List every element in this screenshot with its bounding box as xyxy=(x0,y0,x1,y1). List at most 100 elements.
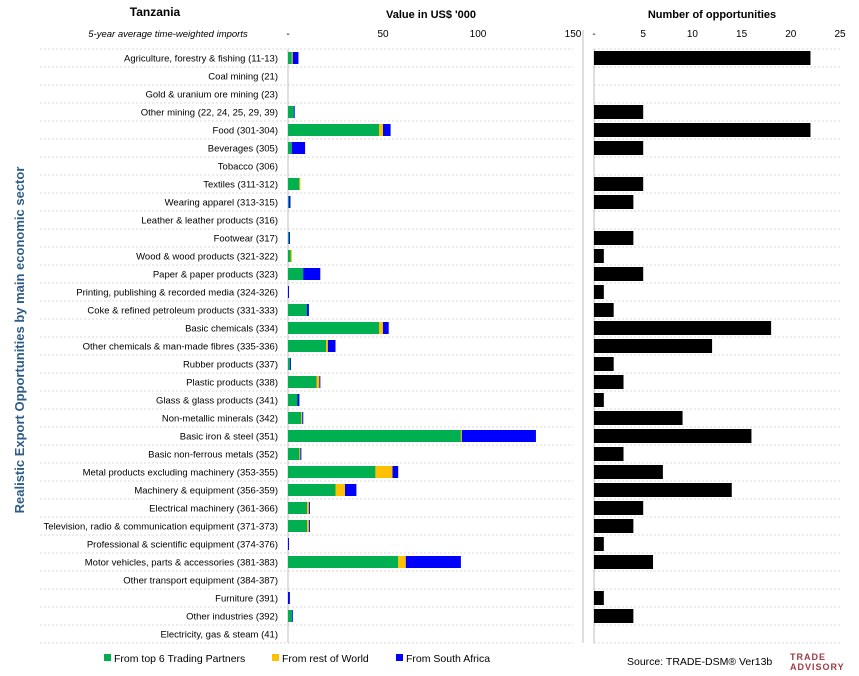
bar-opportunity-count xyxy=(594,609,634,623)
bar-opportunity-count xyxy=(594,357,614,371)
bar-south-africa xyxy=(383,124,391,136)
bar-top6-partners xyxy=(288,142,292,154)
value-axis-ticks: - 50 100 150 xyxy=(286,29,581,40)
bar-south-africa xyxy=(300,448,302,460)
bar-rest-of-world xyxy=(379,322,383,334)
bar-opportunity-count xyxy=(594,429,752,443)
bar-south-africa xyxy=(308,502,310,514)
category-label: Agriculture, forestry & fishing (11-13) xyxy=(124,54,278,65)
bar-opportunity-count xyxy=(594,393,604,407)
category-label: Tobacco (306) xyxy=(218,162,278,173)
bar-opportunity-count xyxy=(594,267,644,281)
bar-opportunity-count xyxy=(594,483,732,497)
category-label: Basic iron & steel (351) xyxy=(180,432,278,443)
bar-rest-of-world xyxy=(460,430,462,442)
bar-top6-partners xyxy=(288,340,326,352)
legend-label-row: From rest of World xyxy=(282,653,369,665)
bar-opportunity-count xyxy=(594,231,634,245)
category-label: Food (301-304) xyxy=(213,126,278,137)
bar-south-africa xyxy=(308,520,310,532)
value-tick-label: 150 xyxy=(565,29,582,40)
trade-advisory-logo: TRADE ADVISORY xyxy=(790,652,845,672)
bar-top6-partners xyxy=(288,448,300,460)
bar-south-africa xyxy=(319,376,321,388)
category-label: Other chemicals & man-made fibres (335-3… xyxy=(83,342,278,353)
category-label: Other transport equipment (384-387) xyxy=(123,576,278,587)
bar-opportunity-count xyxy=(594,141,644,155)
category-label: Wearing apparel (313-315) xyxy=(165,198,278,209)
bar-opportunity-count xyxy=(594,321,772,335)
bar-south-africa xyxy=(461,430,536,442)
category-label: Wood & wood products (321-322) xyxy=(136,252,278,263)
value-tick-label: 50 xyxy=(377,29,389,40)
bar-opportunity-count xyxy=(594,195,634,209)
bar-opportunity-count xyxy=(594,177,644,191)
bar-south-africa xyxy=(288,592,290,604)
category-label: Television, radio & communication equipm… xyxy=(44,522,278,533)
bar-opportunity-count xyxy=(594,465,663,479)
category-label: Beverages (305) xyxy=(208,144,278,155)
bar-south-africa xyxy=(302,412,304,424)
count-chart-title: Number of opportunities xyxy=(648,9,776,21)
legend-swatch-sa xyxy=(396,654,403,661)
bar-south-africa xyxy=(405,556,461,568)
legend: From top 6 Trading Partners From rest of… xyxy=(104,653,490,665)
bar-south-africa xyxy=(303,268,321,280)
logo-line2: ADVISORY xyxy=(790,662,845,672)
category-labels: Agriculture, forestry & fishing (11-13) C… xyxy=(44,54,278,641)
category-label: Printing, publishing & recorded media (3… xyxy=(76,288,278,299)
bar-opportunity-count xyxy=(594,303,614,317)
bar-rest-of-world xyxy=(379,124,383,136)
category-label: Furniture (391) xyxy=(215,594,278,605)
category-label: Basic non-ferrous metals (352) xyxy=(148,450,278,461)
bar-top6-partners xyxy=(288,322,380,334)
bar-opportunity-count xyxy=(594,501,644,515)
bar-top6-partners xyxy=(288,196,289,208)
bar-top6-partners xyxy=(288,484,336,496)
bar-south-africa xyxy=(307,304,309,316)
count-tick-label: - xyxy=(592,29,595,40)
bar-south-africa xyxy=(297,394,300,406)
category-label: Non-metallic minerals (342) xyxy=(162,414,278,425)
bar-top6-partners xyxy=(288,556,399,568)
count-tick-label: 15 xyxy=(736,29,748,40)
bar-top6-partners xyxy=(288,610,292,622)
bar-south-africa xyxy=(288,196,291,208)
bar-opportunity-count xyxy=(594,537,604,551)
bar-opportunity-count xyxy=(594,123,811,137)
category-label: Electricity, gas & steam (41) xyxy=(160,630,278,641)
category-label: Plastic products (338) xyxy=(186,378,278,389)
category-label: Glass & glass products (341) xyxy=(156,396,278,407)
bar-south-africa xyxy=(288,538,289,550)
bar-opportunity-count xyxy=(594,411,683,425)
bar-south-africa xyxy=(291,142,306,154)
category-label: Coke & refined petroleum products (331-3… xyxy=(87,306,278,317)
bar-opportunity-count xyxy=(594,555,654,569)
bar-rest-of-world xyxy=(398,556,406,568)
legend-swatch-row xyxy=(272,654,279,661)
bar-south-africa xyxy=(383,322,389,334)
category-label: Motor vehicles, parts & accessories (381… xyxy=(85,558,278,569)
value-tick-label: - xyxy=(286,29,289,40)
value-tick-label: 100 xyxy=(470,29,487,40)
bar-top6-partners xyxy=(288,394,298,406)
bar-top6-partners xyxy=(288,124,380,136)
bar-top6-partners xyxy=(288,268,304,280)
bar-top6-partners xyxy=(288,502,307,514)
bar-south-africa xyxy=(288,286,289,298)
bar-opportunity-count xyxy=(594,519,634,533)
bar-south-africa xyxy=(289,358,291,370)
bar-rest-of-world xyxy=(316,376,320,388)
category-label: Professional & scientific equipment (374… xyxy=(87,540,278,551)
bar-south-africa xyxy=(392,466,399,478)
bar-top6-partners xyxy=(288,106,294,118)
bar-rest-of-world xyxy=(299,448,301,460)
bar-rest-of-world xyxy=(301,412,303,424)
bar-top6-partners xyxy=(288,178,300,190)
logo-line1: TRADE xyxy=(790,652,826,662)
source-note: Source: TRADE-DSM® Ver13b xyxy=(627,656,772,668)
bar-top6-partners xyxy=(288,52,292,64)
category-label: Rubber products (337) xyxy=(183,360,278,371)
count-bars xyxy=(594,51,811,623)
